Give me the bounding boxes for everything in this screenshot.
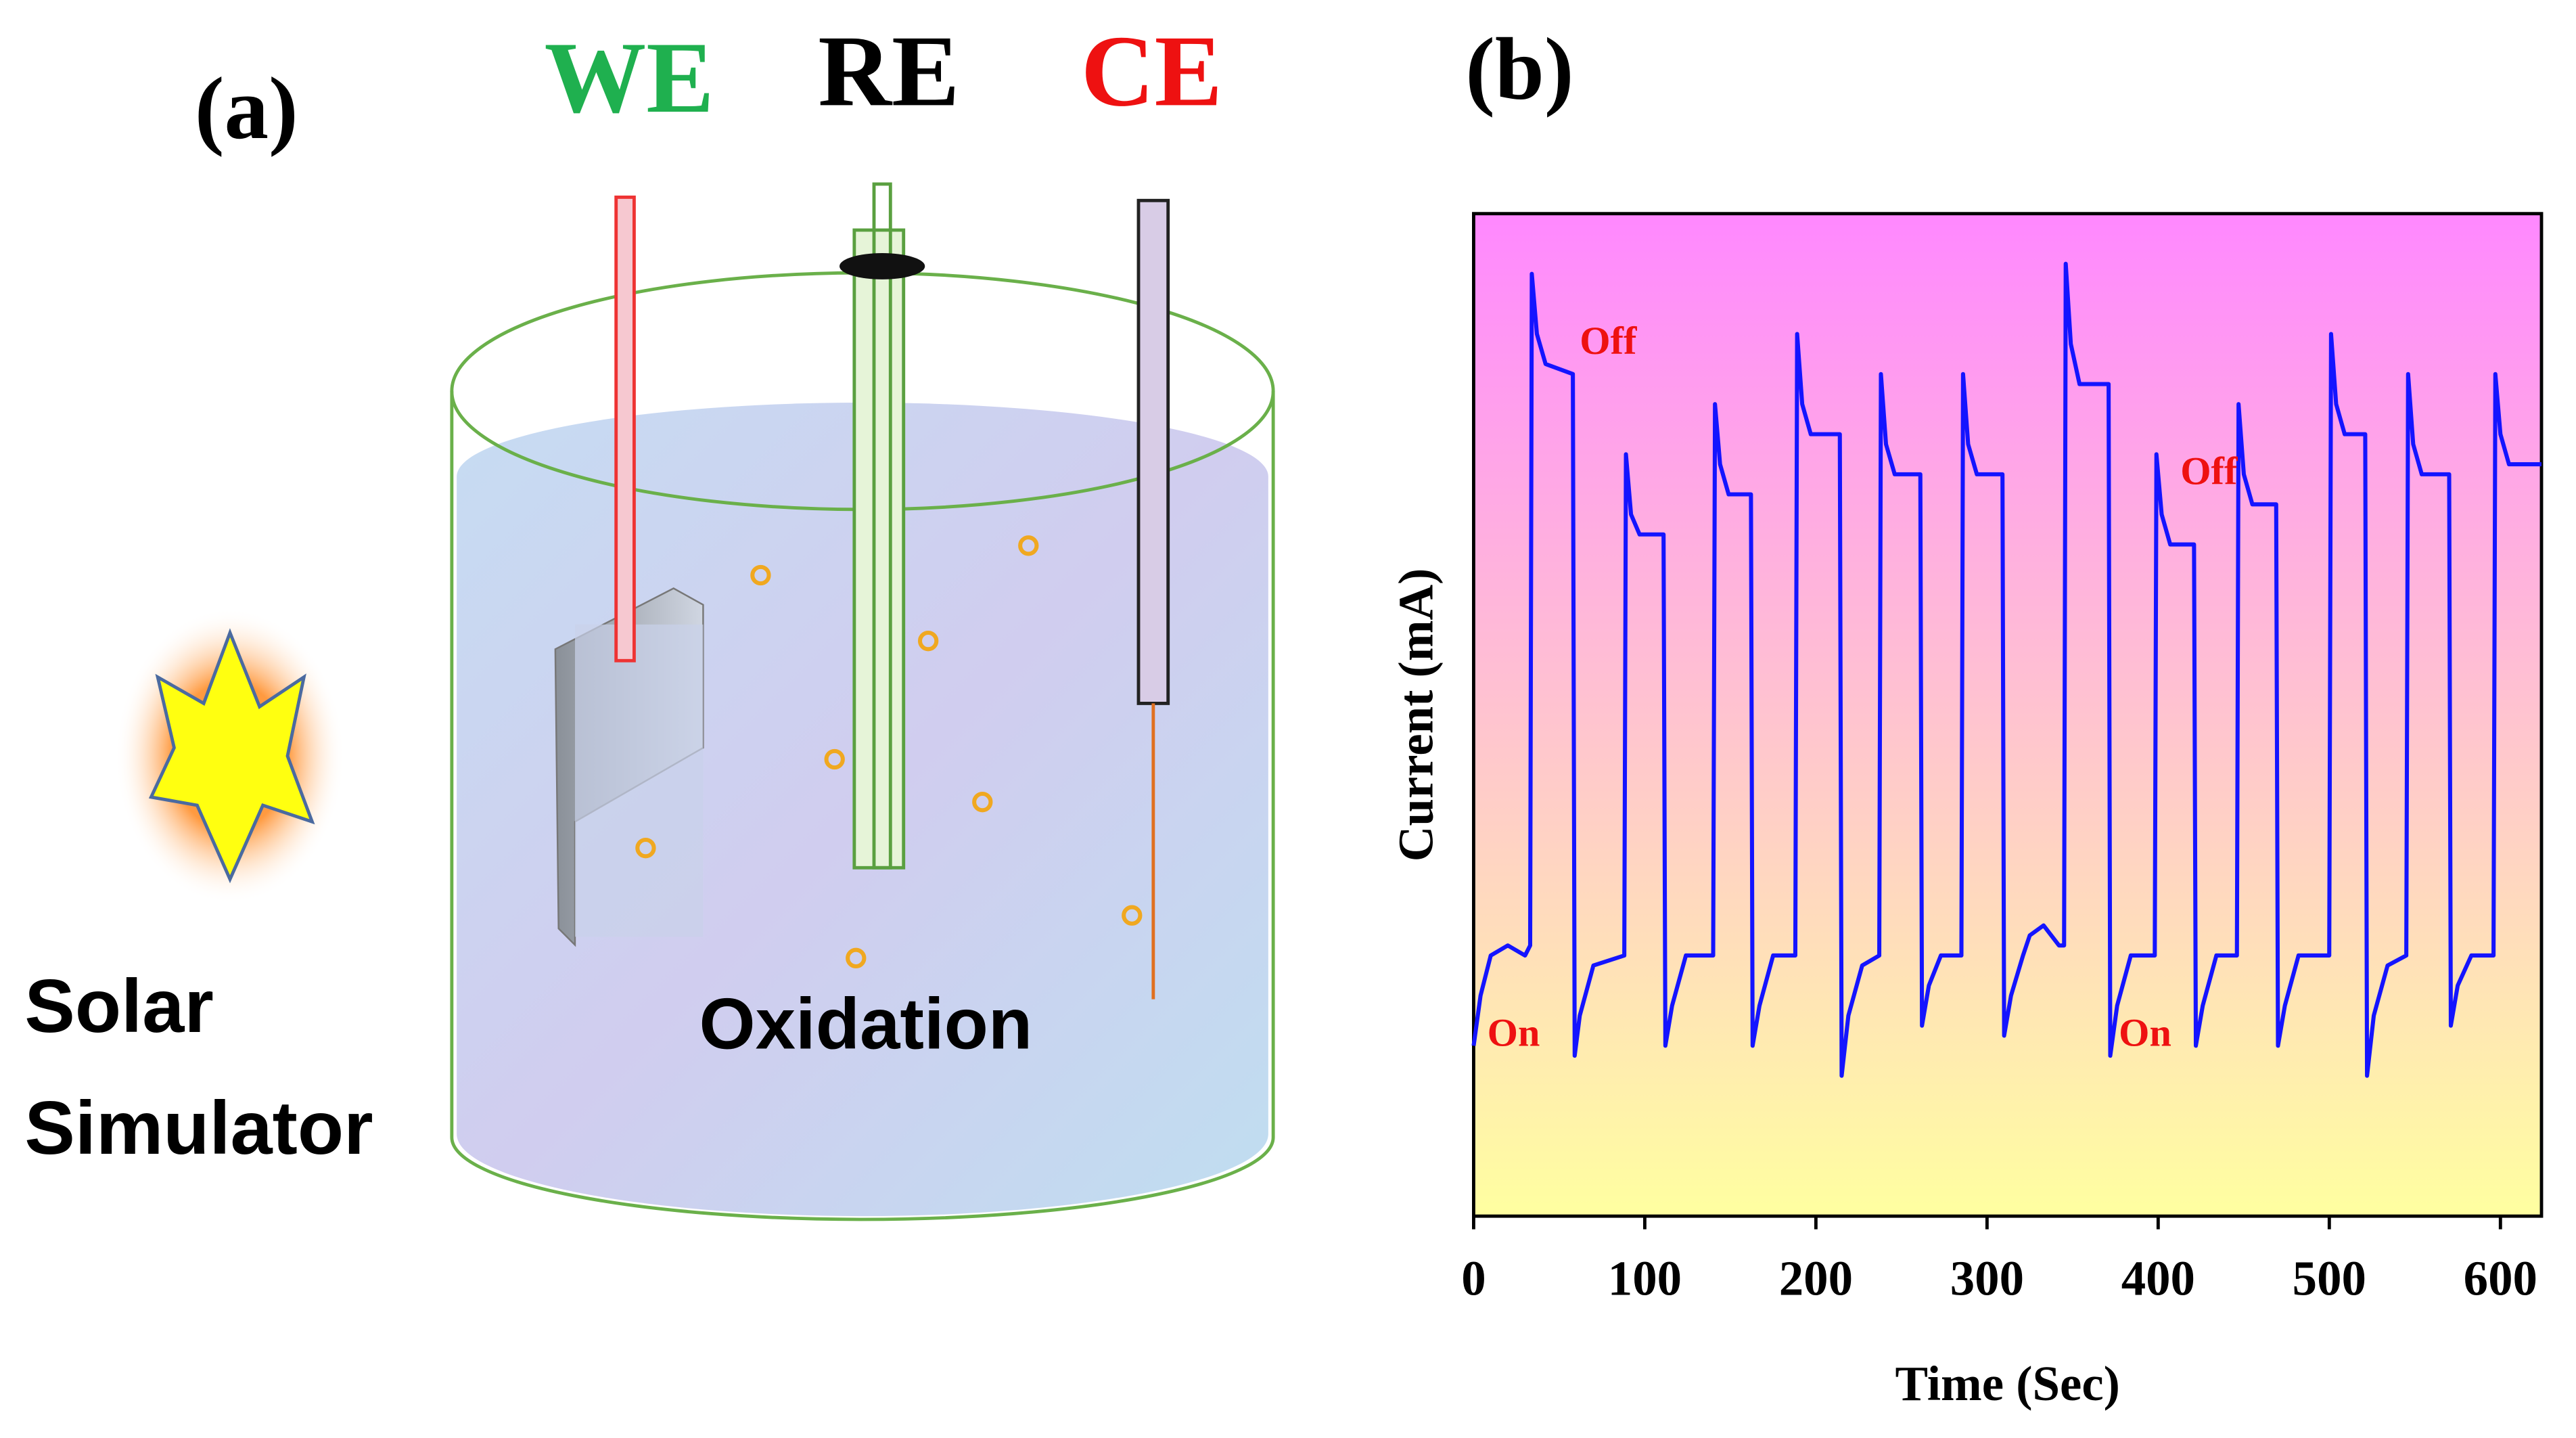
working-electrode <box>614 195 636 662</box>
electrode-cap <box>840 253 925 279</box>
beaker-wall <box>450 391 1275 1221</box>
data-line <box>1471 261 2542 1078</box>
light-source-label: Solar <box>24 964 213 1048</box>
chart: (b) Time (Sec) Current (mA) 0 100 200 300 40… <box>1389 20 2544 1411</box>
annotation: Off <box>2180 449 2238 493</box>
y-axis-label: Current (mA) <box>1389 568 1444 862</box>
x-tick-label: 100 <box>1608 1251 1682 1306</box>
sun <box>148 628 315 884</box>
panel-label: (a) <box>195 60 298 158</box>
plot-area <box>1471 212 2544 1218</box>
annotation: Off <box>1580 319 1637 363</box>
counter-electrode <box>1136 198 1170 705</box>
x-tick-label: 400 <box>2121 1251 2195 1306</box>
annotation: On <box>2119 1010 2171 1054</box>
reference-electrode-core <box>872 182 892 870</box>
light-source-label: Simulator <box>24 1085 373 1170</box>
x-tick-label: 300 <box>1950 1251 2024 1306</box>
diagram: (a) WE RE CE Solar Simulator Oxidation <box>24 14 1275 1221</box>
annotation: On <box>1488 1010 1540 1054</box>
electrode-label: RE <box>818 14 959 127</box>
panel-label: (b) <box>1465 20 1573 118</box>
electrode-label: WE <box>545 21 714 134</box>
process-label: Oxidation <box>699 983 1033 1064</box>
x-tick-label: 600 <box>2464 1251 2537 1306</box>
photoanode-face <box>575 624 704 937</box>
x-tick-label: 200 <box>1779 1251 1853 1306</box>
reference-electrode <box>852 228 906 870</box>
x-axis-label: Time (Sec) <box>1895 1356 2120 1411</box>
electrode-label: CE <box>1081 14 1222 127</box>
x-tick-label: 0 <box>1461 1251 1486 1306</box>
x-tick-label: 500 <box>2293 1251 2366 1306</box>
bubbles <box>635 535 1143 969</box>
